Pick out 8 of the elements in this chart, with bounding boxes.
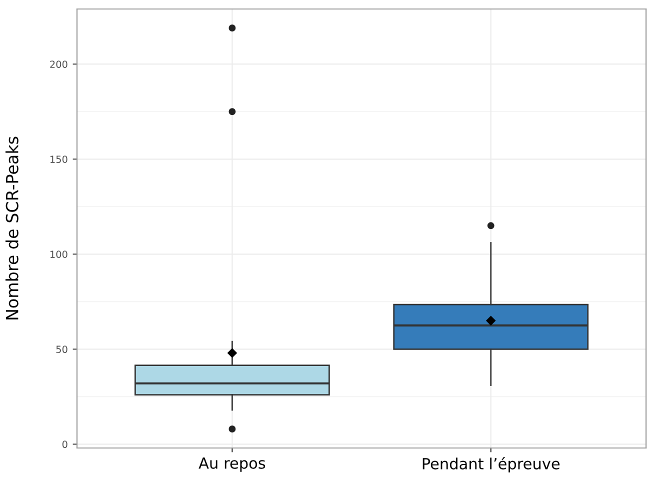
x-tick-label: Au repos [198, 458, 266, 472]
y-tick-label: 100 [50, 250, 68, 258]
y-tick-label: 150 [50, 156, 68, 163]
x-tick-label: Pendant l’épreuve [422, 457, 560, 472]
y-tick-label: 200 [50, 60, 68, 68]
y-tick-label: 0 [62, 440, 68, 448]
y-tick-label: 50 [56, 346, 68, 354]
y-axis-title: Nombre de SCR-Peaks [6, 136, 18, 320]
